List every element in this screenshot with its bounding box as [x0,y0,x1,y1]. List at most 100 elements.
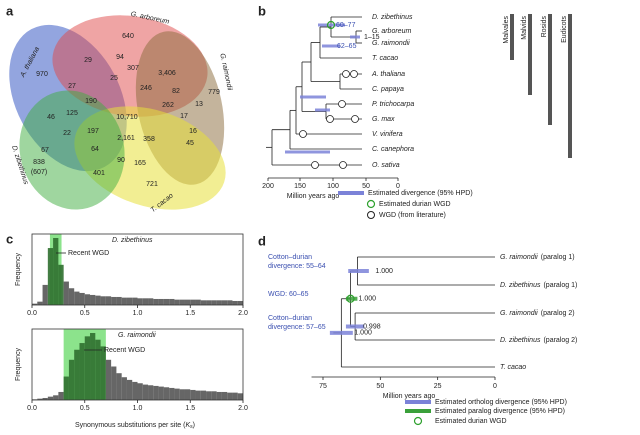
support-value: 0.998 [363,323,381,330]
histogram-bar [137,298,143,305]
venn-count: 640 [122,33,134,40]
histogram-bar [58,391,64,400]
legend-label: Estimated divergence (95% HPD) [368,190,473,197]
species-label: O. sativa [372,162,400,169]
legend-swatch [405,409,431,413]
x-axis-title-part: s [190,424,193,430]
histogram-bar [111,296,117,305]
histogram-bar [179,299,185,305]
histogram-bar [74,349,80,400]
histogram-bar [126,297,133,305]
venn-count: 190 [85,98,97,105]
tip-label: D. zibethinus (paralog 1) [500,282,577,289]
x-tick-label: 0 [493,383,497,390]
hpd-bar [300,95,326,99]
wgd-literature [299,130,307,138]
x-tick-label: 50 [362,183,370,190]
panel-label: a [6,3,14,18]
species-label: C. papaya [372,86,404,93]
durian-wgd [326,20,336,30]
species-label: D. zibethinus [372,14,413,21]
histogram-bar [237,300,243,305]
venn-count: 67 [41,147,49,154]
x-tick-label: 1.5 [185,310,195,317]
species-label: C. canephora [372,146,414,153]
annotation: Cotton–durian [268,254,312,261]
legend-swatch [405,400,431,404]
histogram-bar [37,398,43,400]
tip-label: G. raimondii (paralog 2) [500,310,575,317]
x-tick-label: 100 [327,183,339,190]
tip-label: G. raimondii (paralog 1) [500,254,575,261]
histogram-bar [163,298,170,305]
x-tick-label: 200 [262,183,274,190]
legend-label: Estimated durian WGD [435,418,507,425]
x-tick-label: 1.0 [133,405,143,412]
x-tick-label: 1.0 [133,310,143,317]
venn-count: 721 [146,181,158,188]
histogram-bar [153,385,159,400]
histogram-bar [153,298,159,305]
venn-count: 970 [36,71,48,78]
annotation: divergence: 55–64 [268,263,326,270]
venn-count: 45 [186,140,194,147]
annotation: divergence: 57–65 [268,324,326,331]
legend-swatch [367,211,375,219]
wgd-literature [342,70,350,78]
histogram-bar [137,383,143,400]
histogram-bar [68,359,75,400]
x-tick-label: 50 [376,383,384,390]
histogram-bar [142,384,149,400]
histogram-bar [116,373,122,400]
venn-count: 25 [110,75,118,82]
histogram-bar [221,300,228,305]
support-value: 1.000 [354,330,372,337]
node-label: 1–15 [364,34,380,41]
venn-count: 197 [87,128,99,135]
histogram-bar [232,300,238,305]
y-axis-title: Frequency [15,252,22,286]
histogram-bar [58,264,64,305]
x-tick-label: 75 [319,383,327,390]
histogram-bar [63,376,69,400]
species-label: G. max [372,116,395,123]
tip-species: D. zibethinus [500,337,541,344]
venn-count: 27 [68,83,76,90]
venn-count: 3,406 [158,70,176,77]
venn-count: 16 [189,128,197,135]
species-label: V. vinifera [372,131,403,138]
histogram-bar [211,391,217,400]
histogram-bar [42,397,48,400]
species-label: P. trichocarpa [372,101,414,108]
species-label: G. raimondii [118,332,156,339]
venn-count: 838 [33,159,45,166]
histogram-bar [63,281,69,305]
histogram-bar [105,359,112,400]
wgd-literature [339,161,347,169]
histogram-bar [47,396,54,400]
x-tick-label: 150 [294,183,306,190]
histogram-bar [227,300,233,305]
species-label: A. thaliana [371,71,405,78]
x-axis-title-part: ) [193,422,195,429]
histogram-bar [126,379,133,400]
histogram-bar [190,299,196,305]
legend-label: Estimated durian WGD [379,201,451,208]
histogram-bar [190,389,196,400]
node-label: 60–77 [336,22,356,29]
venn-count: 125 [66,110,78,117]
venn-count: 64 [91,146,99,153]
venn-count: 82 [172,88,180,95]
panel-label: c [6,231,13,246]
hpd-bar [285,150,330,154]
histogram-bar [105,296,112,305]
legend-label: Estimated ortholog divergence (95% HPD) [435,399,567,406]
venn-count: 22 [63,130,71,137]
hpd-bar [318,23,345,27]
histogram-bar [227,392,233,400]
clade-label: Eudicots [561,16,568,43]
clade-bar [528,14,532,95]
legend-label: WGD (from literature) [379,212,446,219]
venn-count: 10,710 [116,114,138,121]
